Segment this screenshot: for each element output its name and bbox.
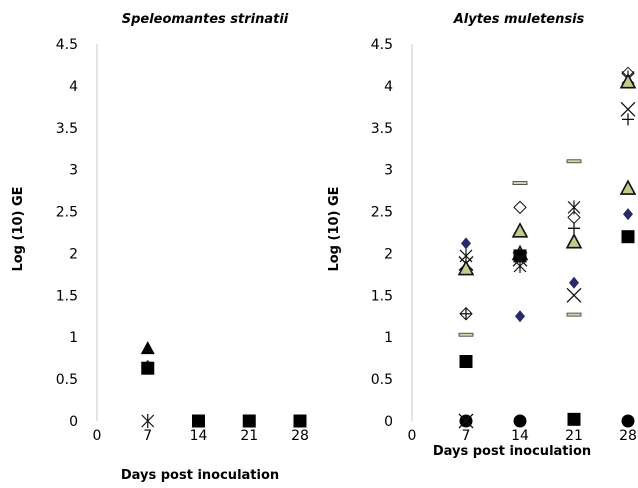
- data-point-dash: [512, 181, 528, 185]
- y-tick-label: 0.5: [371, 372, 393, 388]
- y-tick-label: 3: [69, 163, 78, 179]
- y-tick-label: 4.5: [56, 37, 78, 53]
- data-point-diamond-dark: [515, 310, 525, 323]
- data-point-dash: [458, 332, 474, 337]
- data-point-x: [620, 101, 636, 117]
- data-point-triangle-olive: [511, 222, 529, 238]
- y-tick-label: 1.5: [56, 288, 78, 304]
- chart-title: Alytes muletensis: [453, 12, 585, 27]
- data-points: [140, 341, 307, 428]
- x-axis-label: Days post inoculation: [433, 444, 591, 459]
- x-tick-label: 7: [143, 428, 152, 444]
- x-tick-label: 0: [93, 428, 102, 444]
- data-point-diamond-dark: [461, 237, 471, 250]
- chart-alytes: Alytes muletensis Log (10) GE Days post …: [327, 12, 637, 459]
- y-tick-label: 3: [384, 163, 393, 179]
- data-point-plus: [568, 222, 580, 235]
- y-tick-label: 1: [384, 330, 393, 346]
- data-point-dash: [566, 312, 582, 317]
- y-tick-label: 0: [384, 414, 393, 430]
- data-point-triangle-olive: [457, 259, 475, 276]
- data-point-square-black: [459, 355, 473, 369]
- y-tick-label: 1.5: [371, 288, 393, 304]
- x-tick-labels: 0 7 14 21 28: [93, 428, 309, 444]
- y-tick-labels: 0 0.5 1 1.5 2 2.5 3 3.5 4 4.5: [371, 37, 393, 430]
- data-point-diamond-dark: [623, 208, 633, 221]
- data-point-square-black: [293, 414, 307, 428]
- data-point-asterisk: [513, 259, 527, 274]
- y-tick-label: 2.5: [371, 205, 393, 221]
- chart-title: Speleomantes strinatii: [122, 12, 289, 27]
- data-point-circle-black: [621, 414, 635, 428]
- y-tick-label: 1: [69, 330, 78, 346]
- data-point-square-black: [621, 230, 635, 244]
- y-tick-label: 4.5: [371, 37, 393, 53]
- data-point-x: [458, 413, 474, 429]
- data-point-diamond-open: [513, 200, 527, 215]
- data-point-square-black: [192, 414, 205, 428]
- x-tick-label: 28: [619, 428, 637, 444]
- y-tick-label: 3.5: [371, 121, 393, 137]
- x-tick-labels: 0 7 14 21 28: [408, 428, 637, 444]
- x-axis-label: Days post inoculation: [121, 468, 279, 483]
- data-point-square-black: [567, 412, 581, 426]
- y-tick-label: 4: [384, 79, 393, 95]
- y-tick-label: 3.5: [56, 121, 78, 137]
- chart-speleomantes: Speleomantes strinatii Log (10) GE Days …: [11, 12, 309, 483]
- data-point-x: [566, 287, 582, 303]
- data-point-plus: [622, 113, 634, 126]
- x-tick-label: 21: [240, 428, 258, 444]
- x-tick-label: 14: [511, 428, 529, 444]
- y-tick-label: 2: [384, 246, 393, 262]
- data-point-square-black: [141, 361, 155, 375]
- data-point-square-black: [242, 414, 256, 428]
- data-point-asterisk: [141, 414, 155, 428]
- data-point-plus: [460, 307, 472, 320]
- data-point-triangle-olive: [565, 233, 583, 249]
- data-point-diamond-dark: [569, 276, 579, 289]
- data-point-triangle-black: [140, 341, 155, 355]
- x-tick-label: 7: [462, 428, 471, 444]
- x-tick-label: 0: [408, 428, 417, 444]
- data-point-triangle-olive: [619, 179, 637, 195]
- y-tick-labels: 0 0.5 1 1.5 2 2.5 3 3.5 4 4.5: [56, 37, 78, 430]
- y-axis-label: Log (10) GE: [11, 186, 26, 271]
- y-tick-label: 4: [69, 79, 78, 95]
- y-axis-label: Log (10) GE: [327, 186, 342, 271]
- y-tick-label: 0: [69, 414, 78, 430]
- data-point-square-black: [513, 249, 527, 263]
- y-tick-label: 0.5: [56, 372, 78, 388]
- data-point-triangle-olive: [619, 73, 637, 89]
- x-tick-label: 28: [291, 428, 309, 444]
- y-tick-label: 2: [69, 246, 78, 262]
- data-point-dash: [566, 159, 582, 164]
- data-point-circle-black: [513, 414, 527, 428]
- data-points: [457, 66, 637, 429]
- x-tick-label: 14: [190, 428, 208, 444]
- y-tick-label: 2.5: [56, 205, 78, 221]
- data-point-asterisk: [567, 200, 581, 215]
- x-tick-label: 21: [565, 428, 583, 444]
